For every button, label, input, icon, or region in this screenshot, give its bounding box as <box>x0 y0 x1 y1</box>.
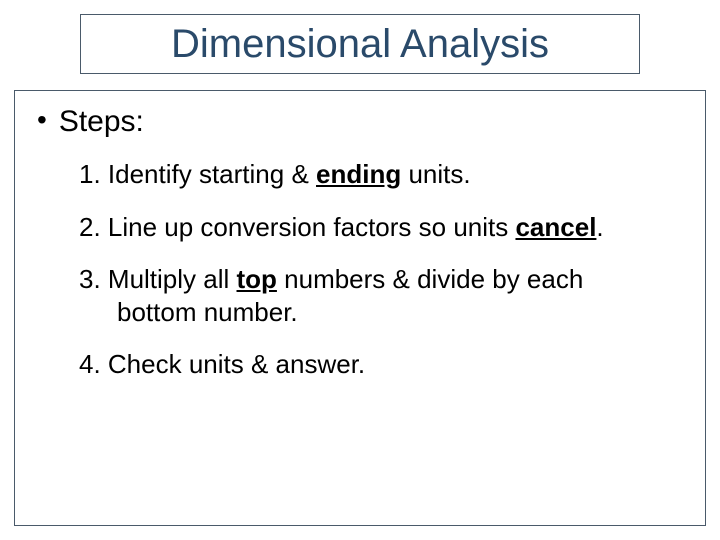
step-3: 3. Multiply all top numbers & divide by … <box>43 263 705 328</box>
step-2: 2. Line up conversion factors so units c… <box>43 211 705 244</box>
step-4: 4. Check units & answer. <box>43 348 705 381</box>
step-3-line2: bottom number. <box>117 296 665 329</box>
bullet-label: Steps: <box>59 105 144 138</box>
title-box: Dimensional Analysis <box>80 14 640 74</box>
step-2-pre: 2. Line up conversion factors so units <box>79 212 515 242</box>
step-1-underline: ending <box>316 159 401 189</box>
step-3-mid: numbers & divide by each <box>277 264 583 294</box>
step-2-post: . <box>596 212 603 242</box>
bullet-row: • Steps: <box>15 105 705 138</box>
step-4-text: 4. Check units & answer. <box>79 349 365 379</box>
slide: Dimensional Analysis • Steps: 1. Identif… <box>0 0 720 540</box>
body-box: • Steps: 1. Identify starting & ending u… <box>14 90 706 526</box>
step-1: 1. Identify starting & ending units. <box>43 158 705 191</box>
bullet-icon: • <box>37 105 47 136</box>
step-1-post: units. <box>401 159 470 189</box>
step-3-underline: top <box>237 264 277 294</box>
step-1-pre: 1. Identify starting & <box>79 159 316 189</box>
slide-title: Dimensional Analysis <box>171 22 549 67</box>
step-3-pre: 3. Multiply all <box>79 264 237 294</box>
step-2-underline: cancel <box>515 212 596 242</box>
